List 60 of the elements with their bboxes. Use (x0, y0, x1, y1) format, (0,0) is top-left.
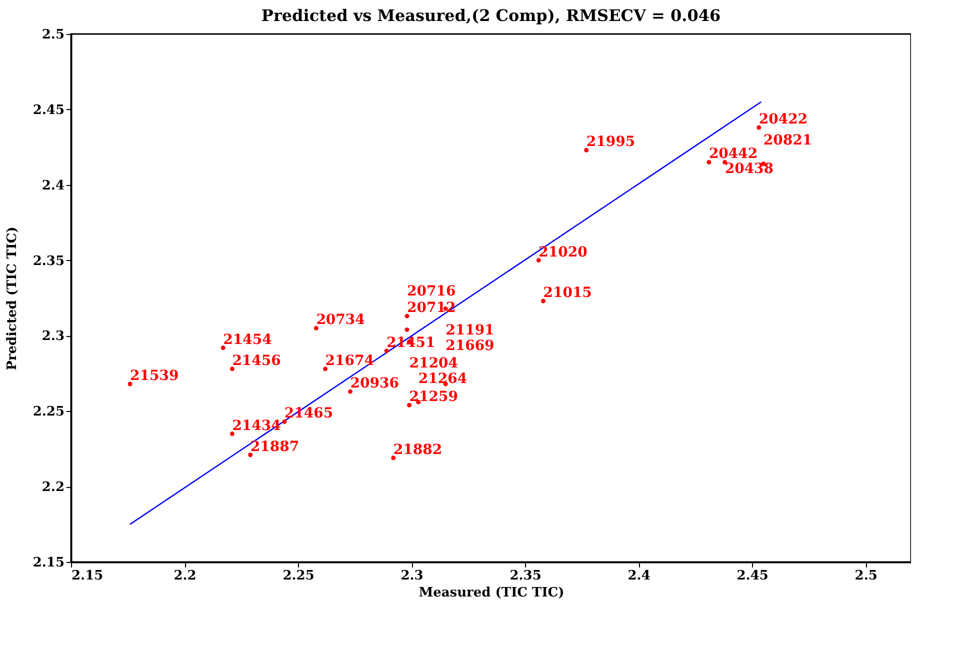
annotation: 21669 (446, 338, 494, 354)
point (128, 382, 132, 386)
annotation: 20712 (407, 300, 456, 316)
point (407, 402, 412, 408)
annotation: 21995 (586, 134, 636, 150)
point (384, 348, 389, 354)
x-tick-label: 2.4 (628, 568, 650, 584)
annotation: 21204 (409, 356, 458, 372)
annotation: 21191 (446, 322, 494, 339)
annotation: 21259 (409, 389, 458, 406)
annotation: 20821 (763, 132, 812, 149)
annotation: 21456 (232, 352, 281, 369)
point (540, 298, 546, 304)
point (348, 389, 352, 394)
annotation: 20734 (316, 312, 366, 328)
point (404, 314, 410, 318)
y-tick-label: 2.25 (32, 404, 64, 420)
x-tick-label: 2.15 (72, 568, 104, 584)
annotation: 20936 (350, 376, 399, 392)
point (282, 419, 287, 424)
point (706, 160, 712, 164)
x-tick-label: 2.2 (174, 568, 196, 584)
annotation: 21264 (418, 371, 468, 388)
point (248, 452, 253, 458)
annotation: 20716 (407, 284, 456, 300)
point (536, 258, 541, 263)
x-tick-label: 2.5 (854, 568, 878, 584)
point (230, 366, 234, 372)
point (323, 366, 328, 372)
point (391, 456, 396, 460)
y-tick-label: 2.4 (42, 178, 64, 194)
annotation: 21674 (325, 352, 374, 369)
chart-title: Predicted vs Measured,(2 Comp), RMSECV = 0.046 (261, 6, 721, 25)
annotation: 21882 (393, 442, 442, 458)
annotation: 21020 (538, 244, 588, 260)
point (220, 346, 226, 350)
x-axis-title: Measured (TIC TIC) (418, 586, 564, 600)
y-tick-label: 2.35 (32, 254, 64, 269)
annotation: 21539 (130, 368, 179, 384)
annotation: 21454 (223, 332, 272, 348)
annotation: 20438 (724, 161, 774, 178)
y-tick-label: 2.45 (32, 102, 64, 118)
annotation: 20422 (758, 112, 808, 128)
y-tick-label: 2.2 (42, 480, 64, 496)
x-tick-label: 2.3 (400, 568, 424, 584)
point (230, 432, 234, 436)
annotation: 21887 (250, 438, 300, 455)
x-tick-label: 2.25 (282, 568, 314, 584)
x-tick-label: 2.35 (510, 568, 542, 584)
y-axis-title: Predicted (TIC TIC) (4, 226, 20, 370)
annotation: 20442 (708, 146, 758, 162)
point (404, 327, 410, 332)
annotation: 21015 (543, 285, 592, 302)
y-tick-label: 2.5 (42, 28, 64, 42)
y-tick-label: 2.15 (32, 556, 64, 570)
point (756, 125, 762, 130)
x-tick-label: 2.45 (736, 568, 768, 584)
point (314, 326, 318, 330)
y-tick-label: 2.3 (42, 329, 64, 344)
point (584, 148, 589, 152)
